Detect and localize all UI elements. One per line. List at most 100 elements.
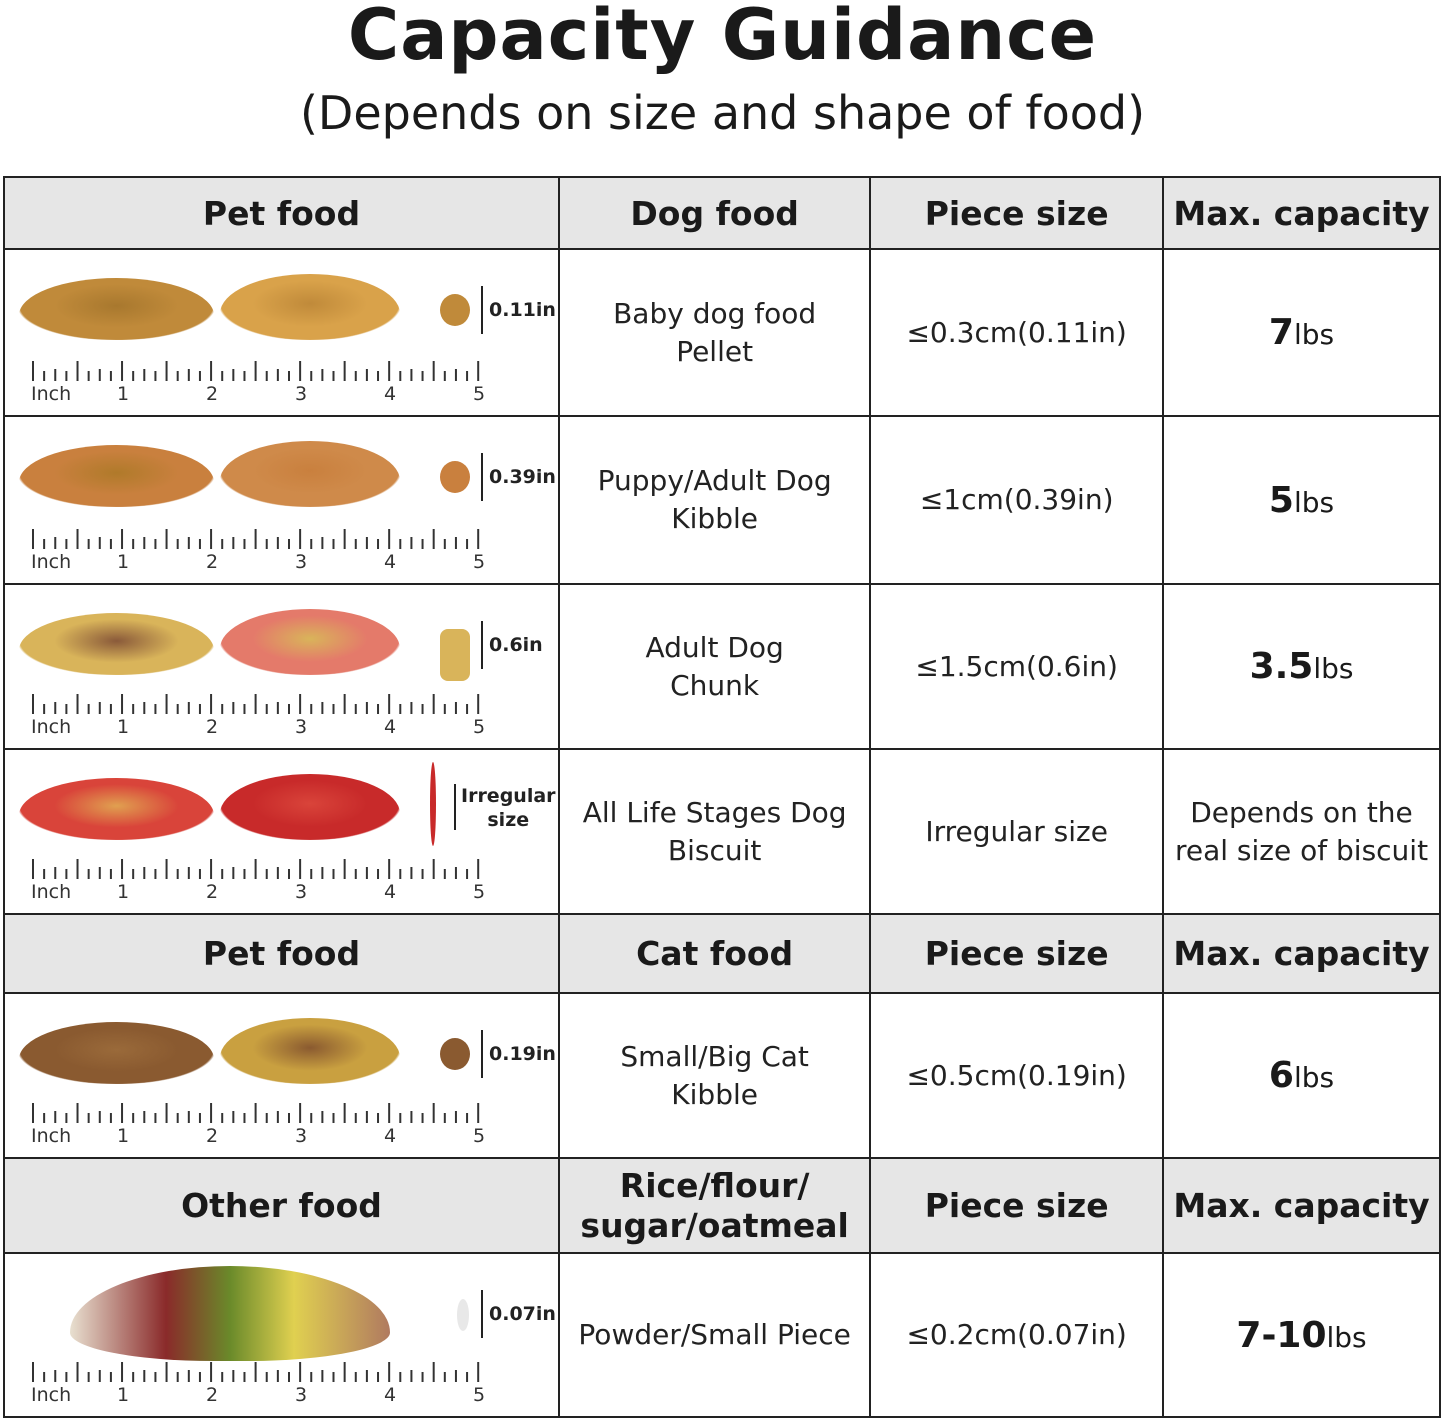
max-capacity-cell: 7-10lbs xyxy=(1162,1252,1441,1418)
table-row: Irregular size Inch 1 2 3 4 5 All Life Stages D… xyxy=(3,748,1441,915)
table-row: 0.39in Inch 1 2 3 4 5 Puppy/Adult Dog Kibble ≤1c… xyxy=(3,415,1441,585)
ruler-label: 4 xyxy=(384,1125,397,1147)
size-indicator-bar xyxy=(481,1290,491,1338)
piece-size-cell: ≤1cm(0.39in) xyxy=(869,415,1165,585)
size-indicator-bar xyxy=(481,621,491,669)
page-subtitle: (Depends on size and shape of food) xyxy=(299,86,1146,140)
ruler-unit-label: Inch xyxy=(31,716,72,738)
piece-size-label: 0.39in xyxy=(489,466,556,488)
capacity-unit: lbs xyxy=(1326,1320,1367,1354)
capacity-value: 5 xyxy=(1268,479,1294,521)
column-header: Pet food xyxy=(3,176,560,250)
ruler-label: 3 xyxy=(295,716,308,738)
ruler-label: 5 xyxy=(473,1125,486,1147)
food-pile-image xyxy=(70,1266,390,1361)
food-pile-image xyxy=(19,778,214,840)
food-image-cell: Irregular size Inch 1 2 3 4 5 xyxy=(3,748,560,915)
piece-size-cell: Irregular size xyxy=(869,748,1165,915)
ruler-label: 5 xyxy=(473,551,486,573)
food-pile-image xyxy=(220,1018,400,1084)
food-picture: 0.07in Inch 1 2 3 4 5 xyxy=(5,1254,558,1416)
ruler-label: 3 xyxy=(295,1384,308,1406)
ruler-label: 1 xyxy=(117,551,130,573)
ruler-unit-label: Inch xyxy=(31,1384,72,1406)
capacity-value: 3.5 xyxy=(1249,646,1314,687)
header-row: Other food Rice/flour/ sugar/oatmeal Piece… xyxy=(3,1157,1441,1254)
food-pile-image xyxy=(220,441,400,507)
column-header: Cat food xyxy=(557,913,872,994)
column-header: Piece size xyxy=(869,1157,1165,1254)
ruler-label: 3 xyxy=(295,551,308,573)
capacity: 6lbs xyxy=(1164,1055,1439,1096)
ruler-unit-label: Inch xyxy=(31,383,72,405)
single-piece-image xyxy=(457,1299,469,1331)
inch-ruler: Inch 1 2 3 4 5 xyxy=(31,359,491,407)
table-row: 0.11in Inch 1 2 3 4 5 Baby dog food Pellet ≤0.3c… xyxy=(3,248,1441,417)
food-image-cell: 0.11in Inch 1 2 3 4 5 xyxy=(3,248,560,417)
ruler-label: 1 xyxy=(117,881,130,903)
inch-ruler: Inch 1 2 3 4 5 xyxy=(31,692,491,740)
column-header: Piece size xyxy=(869,913,1165,994)
ruler-label: 1 xyxy=(117,383,130,405)
food-type-cell: Powder/Small Piece xyxy=(557,1252,872,1418)
inch-ruler: Inch 1 2 3 4 5 xyxy=(31,1101,491,1149)
column-header: Max. capacity xyxy=(1162,176,1441,250)
column-header: Other food xyxy=(3,1157,560,1254)
inch-ruler: Inch 1 2 3 4 5 xyxy=(31,527,491,575)
max-capacity-cell: 7lbs xyxy=(1162,248,1441,417)
capacity-unit: lbs xyxy=(1313,652,1354,685)
single-piece-image xyxy=(440,461,470,493)
capacity: 5lbs xyxy=(1164,480,1439,521)
ruler-label: 4 xyxy=(384,881,397,903)
food-type-cell: Puppy/Adult Dog Kibble xyxy=(557,415,872,585)
food-type-cell: Adult Dog Chunk xyxy=(557,583,872,750)
capacity-value: 7-10 xyxy=(1236,1314,1327,1356)
food-image-cell: 0.39in Inch 1 2 3 4 5 xyxy=(3,415,560,585)
food-pile-image xyxy=(19,278,214,340)
piece-size-label: 0.07in xyxy=(489,1303,556,1325)
ruler-label: 5 xyxy=(473,383,486,405)
piece-size-label: 0.11in xyxy=(489,299,556,321)
ruler-label: 4 xyxy=(384,383,397,405)
food-pile-image xyxy=(220,274,400,340)
header-row: Pet food Dog food Piece size Max. capacity xyxy=(3,176,1441,250)
piece-size-label: Irregular size xyxy=(461,785,556,831)
page-title: Capacity Guidance xyxy=(347,0,1098,76)
food-pile-image xyxy=(19,1022,214,1084)
ruler-label: 2 xyxy=(206,383,219,405)
piece-size-cell: ≤0.5cm(0.19in) xyxy=(869,992,1165,1159)
inch-ruler: Inch 1 2 3 4 5 xyxy=(31,1360,491,1408)
food-picture: 0.6in Inch 1 2 3 4 5 xyxy=(5,585,558,748)
capacity-value: 6 xyxy=(1268,1055,1294,1096)
column-header: Pet food xyxy=(3,913,560,994)
single-piece-image xyxy=(430,762,436,846)
food-image-cell: 0.07in Inch 1 2 3 4 5 xyxy=(3,1252,560,1418)
capacity: 7lbs xyxy=(1164,312,1439,353)
ruler-label: 5 xyxy=(473,716,486,738)
size-indicator-bar xyxy=(481,1030,491,1078)
max-capacity-cell: 6lbs xyxy=(1162,992,1441,1159)
ruler-label: 4 xyxy=(384,1384,397,1406)
ruler-label: 2 xyxy=(206,1384,219,1406)
food-picture: Irregular size Inch 1 2 3 4 5 xyxy=(5,750,558,913)
max-capacity-cell: 5lbs xyxy=(1162,415,1441,585)
ruler-label: 5 xyxy=(473,1384,486,1406)
food-pile-image xyxy=(19,445,214,507)
column-header: Max. capacity xyxy=(1162,913,1441,994)
piece-size-cell: ≤0.3cm(0.11in) xyxy=(869,248,1165,417)
ruler-unit-label: Inch xyxy=(31,881,72,903)
food-type-cell: Small/Big Cat Kibble xyxy=(557,992,872,1159)
ruler-label: 3 xyxy=(295,881,308,903)
single-piece-image xyxy=(440,629,470,681)
ruler-label: 3 xyxy=(295,383,308,405)
ruler-label: 2 xyxy=(206,1125,219,1147)
ruler-label: 2 xyxy=(206,551,219,573)
size-indicator-bar xyxy=(481,286,491,334)
food-picture: 0.19in Inch 1 2 3 4 5 xyxy=(5,994,558,1157)
ruler-label: 2 xyxy=(206,881,219,903)
capacity-value: 7 xyxy=(1268,312,1294,353)
piece-size-cell: ≤0.2cm(0.07in) xyxy=(869,1252,1165,1418)
capacity: 7-10lbs xyxy=(1164,1315,1439,1356)
capacity-unit: lbs xyxy=(1293,318,1335,351)
column-header: Max. capacity xyxy=(1162,1157,1441,1254)
